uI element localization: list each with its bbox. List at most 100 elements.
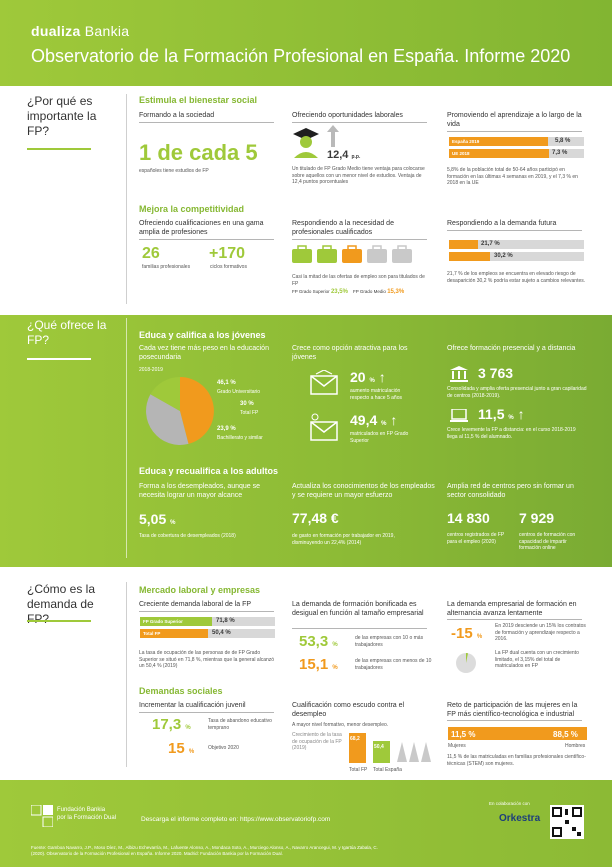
arrow-up-icon [327,125,339,147]
card-title: Actualiza los conocimientos de los emple… [292,483,435,499]
divider [27,620,91,622]
bar-value: 21,7 % [481,241,500,247]
collab-label: En colaboración con [489,801,530,806]
pie-value: 23,9 % [217,426,236,432]
year-label: 2018-2019 [139,367,163,373]
legend: FP Grado Superior 23,5% FP Grado Medio 1… [292,289,405,295]
briefcase-icons [292,244,417,264]
pie-label: Total FP [240,410,259,416]
graduate-icon [293,128,319,158]
bar-value: 71,8 % [216,618,235,624]
stat-caption: de las empresas con 10 o más trabajadore… [355,635,424,648]
divider [139,712,274,713]
stat-caption: Crece levemente la FP a distancia: en el… [447,427,576,440]
stat-value: +170 [209,245,246,262]
card-title: Respondiendo a la demanda futura [447,220,557,227]
divider [292,239,427,240]
group-title: Mejora la competitividad [139,204,245,214]
stat-caption: 5,8% de la población total de 50-64 años… [447,167,578,186]
bar-value: 5,8 % [555,138,571,144]
stat-value: -15 % [451,625,483,642]
card-title: Ofrece formación presencial y a distanci… [447,345,576,352]
card-title: La demanda de formación bonificada es de… [292,601,424,617]
pie-small [455,652,477,674]
group-title: Educa y recualifica a los adultos [139,466,279,476]
page-title: Observatorio de la Formación Profesional… [31,46,571,66]
group-title: Educa y califica a los jóvenes [139,330,266,340]
stat-caption: 11,5 % de las matriculadas en familias p… [447,754,586,767]
stat-value: 1 de cada 5 [139,140,258,165]
diploma-envelope-icon [310,412,338,442]
bar-label: Mujeres [448,743,466,749]
stat-caption: centros registrados de FP para el empleo… [447,532,505,545]
stat-caption: Tasa de cobertura de desempleados (2018) [139,533,236,539]
stat-caption: En 2019 desciende un 15% los contratos d… [495,623,586,642]
stat-caption: de gasto en formación por trabajador en … [292,533,395,546]
card-title: Formando a la sociedad [139,112,215,119]
bar-track [449,252,584,261]
stat-value: 14 830 [447,510,490,526]
stat-value: 3 763 [478,365,514,381]
stat-value: 49,4 % ↑ [350,412,398,428]
card-title: La demanda empresarial de formación en a… [447,601,577,617]
divider [292,122,427,123]
stat-caption: La FP dual cuenta con un crecimiento lim… [495,650,579,669]
card-title: Cualificación como escudo contra el dese… [292,702,405,718]
pie-chart [145,376,215,446]
stat-caption: ciclos formativos [210,264,247,270]
divider [447,131,582,132]
partner-logo: Orkestra [499,813,541,824]
stat-value: 7 929 [519,510,555,526]
stat-value: 12,4 p.p. [327,149,361,161]
qr-code-icon[interactable] [550,805,584,839]
bar-value: 68,2 [350,736,360,742]
stat-value: 53,3 % [299,633,338,650]
pie-label: Grado Universitario [217,389,261,395]
stat-value: 11,5 % ↑ [478,406,525,422]
header-banner [0,0,612,86]
card-title: Amplia red de centros pero sin formar un… [447,483,574,499]
bar-label: Total FP [349,767,368,773]
footer-logo-text: Fundación Bankia por la Formación Dual [57,807,117,821]
bar-risk [449,240,478,249]
fundacion-logo-icon [30,804,54,828]
divider [447,619,582,620]
section-question: ¿Por qué es importante la FP? [27,94,97,138]
divider [126,318,127,558]
download-link[interactable]: Descarga el informe completo en: https:/… [141,816,331,823]
stat-caption: aumento matriculación respecto a hace 5 … [350,388,402,401]
divider [139,122,274,123]
stat-caption: españoles tiene estudios de FP [139,168,209,174]
section-question: ¿Cómo es la demanda de FP? [27,582,96,626]
card-title: Reto de participación de las mujeres en … [447,702,578,718]
group-title: Demandas sociales [139,686,223,696]
stat-caption: 21,7 % de los empleos se encuentra en el… [447,271,586,284]
divider [139,611,274,612]
pie-label: Bachillerato y similar [217,435,263,441]
bar-total-fp [349,733,366,763]
stat-caption: Casi la mitad de las ofertas de empleo s… [292,274,425,287]
bar-eu: UE 2018 [449,149,549,158]
bar-track [449,240,584,249]
card-title: Forma a los desempleados, aunque se nece… [139,483,261,499]
section-background [0,315,612,567]
stat-caption: de las empresas con menos de 10 trabajad… [355,658,432,671]
bar-spain: España 2019 [449,137,548,146]
axis-label: Crecimiento de la tasa de ocupación de l… [292,732,342,751]
bar-change [449,252,490,261]
card-title: Ofreciendo oportunidades laborales [292,112,403,119]
divider [292,628,427,629]
bar-grado-superior: FP Grado Superior [140,617,212,626]
bar-value: 50,4 [374,744,384,750]
card-title: Creciente demanda laboral de la FP [139,601,252,608]
divider [27,358,91,360]
building-icon [450,366,468,382]
stat-value: 26 [142,245,160,262]
bar-value: 30,2 % [494,253,513,259]
section-question: ¿Qué ofrece la FP? [27,318,107,347]
card-subtitle: A mayor nivel formativo, menor desempleo… [292,722,389,728]
logo: dualiza Bankia [31,23,130,39]
bar-value: 88,5 % [553,730,578,739]
bar-label: Total España [373,767,402,773]
stat-caption: La tasa de ocupación de las personas de … [139,650,275,669]
